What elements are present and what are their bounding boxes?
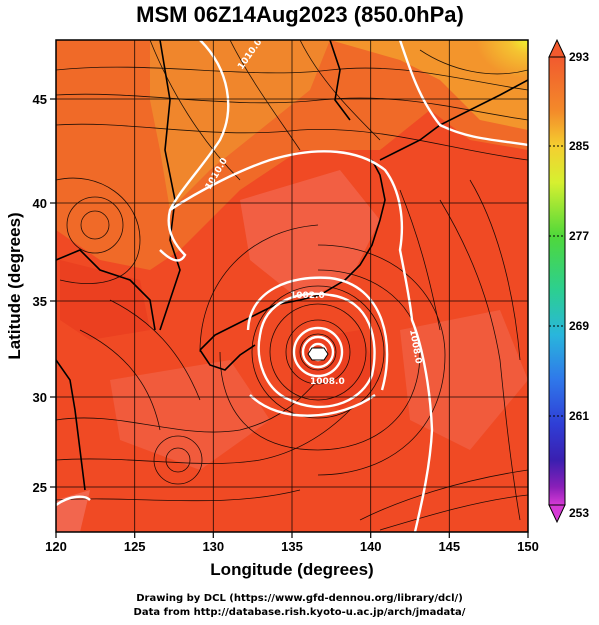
x-tick-label: 135 (281, 539, 303, 554)
x-tick-label: 120 (45, 539, 67, 554)
y-tick-labels: 25 30 35 40 45 (33, 92, 47, 495)
y-tick-label: 35 (33, 294, 47, 309)
footer-credit-drawing: Drawing by DCL (https://www.gfd-dennou.o… (136, 593, 463, 604)
y-tick-label: 40 (33, 196, 47, 211)
typhoon-center-icon (307, 347, 329, 361)
x-tick-labels: 120 125 130 135 140 145 150 (45, 539, 539, 554)
y-tick-label: 25 (33, 480, 47, 495)
streamlines (56, 40, 528, 531)
y-tick-label: 30 (33, 390, 47, 405)
colorbar-tick-label: 293 (569, 50, 589, 64)
colorbar-tick-label: 253 (569, 506, 589, 520)
footer-credit-data: Data from http://database.rish.kyoto-u.a… (133, 607, 466, 618)
isobar-label: 1002.0 (290, 291, 325, 301)
tick-marks (50, 98, 529, 538)
grid-lines (56, 40, 528, 532)
colorbar-tick-label: 261 (569, 409, 589, 423)
isobar-label: 1008.0 (310, 377, 345, 387)
y-axis-label: Latitude (degrees) (5, 212, 24, 359)
isobars (56, 40, 528, 532)
x-tick-label: 125 (124, 539, 146, 554)
colorbar-tick-label: 269 (569, 319, 589, 333)
x-tick-label: 140 (360, 539, 382, 554)
colorbar: 293 285 277 269 261 253 (548, 38, 589, 524)
colorbar-tick-label: 285 (569, 139, 589, 153)
y-tick-label: 45 (33, 92, 47, 107)
map-title: MSM 06Z14Aug2023 (850.0hPa) (136, 2, 464, 27)
x-tick-label: 130 (202, 539, 224, 554)
x-tick-label: 145 (438, 539, 460, 554)
colorbar-tick-label: 277 (569, 229, 589, 243)
x-tick-label: 150 (517, 539, 539, 554)
x-axis-label: Longitude (degrees) (210, 560, 373, 579)
